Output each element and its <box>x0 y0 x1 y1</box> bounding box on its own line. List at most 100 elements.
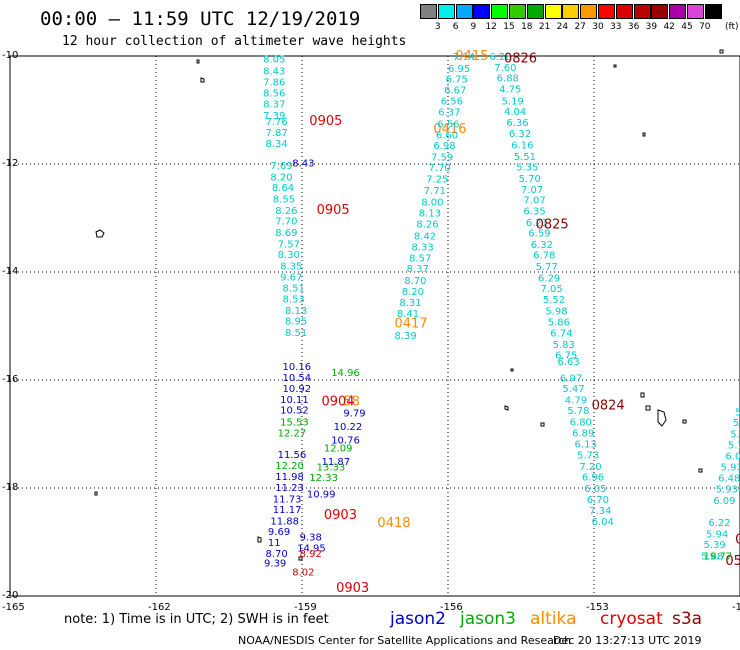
data-label-cryosat: 8.02 <box>292 568 314 579</box>
x-tick-label: -153 <box>586 602 609 613</box>
data-label-s3a: 6.88 <box>497 74 519 85</box>
grid <box>9 55 740 597</box>
data-label-s3a: 6.80 <box>570 418 592 429</box>
data-label-s3a: 8.31 <box>399 298 421 309</box>
scale-swatch <box>687 4 704 19</box>
data-label-s3a: 6.48 <box>718 474 740 485</box>
data-label-s3a: 5.78 <box>567 406 589 417</box>
data-label-s3a: 5.70 <box>519 174 541 185</box>
data-label-s3a: 8.35 <box>280 262 302 273</box>
data-label-jason2: 9.79 <box>343 408 365 419</box>
data-label-s3a: 8.69 <box>275 228 297 239</box>
data-label-jason2: 8.43 <box>292 158 314 169</box>
data-label-s3a: 6.21 <box>526 218 548 229</box>
credit-text: NOAA/NESDIS Center for Satellite Applica… <box>238 634 572 647</box>
data-label-s3a: 5.7 <box>728 440 740 451</box>
y-tick-label: -14 <box>2 266 19 277</box>
scale-label: 21 <box>538 22 551 32</box>
data-label-cryosat: 8.92 <box>300 549 322 560</box>
scale-swatch <box>455 4 473 19</box>
island-outline <box>510 368 514 372</box>
data-label-s3a: 8.05 <box>263 55 285 66</box>
data-label-s3a: 6.16 <box>511 141 533 152</box>
scale-swatch <box>437 4 455 19</box>
scale-label: 42 <box>663 22 675 32</box>
data-label-jason2: 8.70 <box>266 549 288 560</box>
data-label-jason2: 10.11 <box>280 395 309 406</box>
data-label-s3a: 5.83 <box>553 340 575 351</box>
data-label-s3a: 6.28 <box>489 52 511 63</box>
data-label-s3a: 7.05 <box>540 284 562 295</box>
data-label-s3a: 5.39 <box>704 540 726 551</box>
scale-swatch <box>509 4 526 19</box>
data-label-s3a: 7.57 <box>278 239 300 250</box>
legend-item-cryosat: cryosat <box>600 609 663 629</box>
data-label-s3a: 8.43 <box>263 67 285 78</box>
footer-note: note: 1) Time is in UTC; 2) SWH is in fe… <box>64 612 329 627</box>
island-outline <box>642 132 646 137</box>
scale-swatch <box>633 4 651 19</box>
data-label-jason3: 19.77 <box>704 552 733 563</box>
data-label-jason2: 10.16 <box>283 362 312 373</box>
data-label-s3a: 6.09 <box>713 496 735 507</box>
data-label-s3a: 6.96 <box>582 473 604 484</box>
legend-item-jason3: jason3 <box>460 609 516 629</box>
scale-label: 9 <box>470 22 477 32</box>
x-tick-label: -156 <box>440 602 463 613</box>
data-label-s3a: 7.76 <box>266 117 288 128</box>
legend-item-s3a: s3a <box>672 609 703 629</box>
data-label-s3a: 5.35 <box>516 163 538 174</box>
legend-item-altika: altika <box>530 609 577 629</box>
data-label-s3a: 5.73 <box>577 451 599 462</box>
island-outline <box>196 59 200 64</box>
data-label-s3a: 6.97 <box>560 373 582 384</box>
island-outline <box>719 49 724 54</box>
data-label-s3a: 5.93 <box>721 462 740 473</box>
data-label-s3a: 7.25 <box>426 175 448 186</box>
data-label-s3a: 8.20 <box>402 287 424 298</box>
data-label-altika: 0416 <box>433 122 466 137</box>
chart-subtitle: 12 hour collection of altimeter wave hei… <box>62 34 407 49</box>
scale-label: 30 <box>592 22 604 32</box>
y-tick-label: -20 <box>2 590 19 601</box>
scale-unit: (ft) <box>725 22 739 32</box>
data-label-cryosat: 0904 <box>321 395 354 410</box>
data-label-s3a: 6.75 <box>555 351 577 362</box>
data-label-s3a: 8.37 <box>407 264 429 275</box>
data-label-s3a: 8.00 <box>421 197 443 208</box>
data-label-jason3: 12.33 <box>309 473 338 484</box>
data-label-cryosat: 0903 <box>336 581 369 596</box>
data-label-s3a: 8.13 <box>285 306 307 317</box>
data-label-s3a: 6.22 <box>708 518 730 529</box>
data-label-jason2: 10.52 <box>280 406 309 417</box>
scale-swatch <box>473 4 491 19</box>
data-label-jason3: 15.53 <box>280 418 309 429</box>
data-label-jason2: 10.54 <box>283 373 312 384</box>
island-outline <box>540 422 545 427</box>
scale-label: 70 <box>699 22 711 32</box>
data-label-s3a: 8.26 <box>275 206 297 217</box>
data-label-s3a: 8.20 <box>270 172 292 183</box>
y-tick-label: -16 <box>2 374 19 385</box>
x-tick-label: -162 <box>148 602 171 613</box>
data-label-s3a: 8.51 <box>285 328 307 339</box>
island-outline <box>645 405 651 411</box>
scale-swatch <box>580 4 598 19</box>
data-label-s3a: 7.69 <box>270 161 292 172</box>
data-label-s3a: 6.29 <box>538 273 560 284</box>
data-label-s3a: 6.78 <box>533 251 555 262</box>
data-labels: 8.4310.1610.5410.9210.1110.5211.5611.981… <box>263 49 740 596</box>
data-label-s3a: 6.04 <box>725 452 740 463</box>
plot-frame <box>9 55 740 597</box>
data-label-s3a: 7.20 <box>579 462 601 473</box>
data-label-s3a: 6.98 <box>433 141 455 152</box>
scale-swatch <box>615 4 633 19</box>
data-label-jason2: 10.76 <box>331 435 360 446</box>
data-label-s3a: 8.42 <box>414 231 436 242</box>
data-label-s3a: 5.94 <box>706 529 728 540</box>
data-label-s3b: 0826 <box>504 52 537 67</box>
scale-label: 18 <box>521 22 533 32</box>
data-label-cryosat: 0903 <box>324 508 357 523</box>
data-label-s3a: 8.26 <box>416 219 438 230</box>
scale-label: 36 <box>627 22 640 32</box>
